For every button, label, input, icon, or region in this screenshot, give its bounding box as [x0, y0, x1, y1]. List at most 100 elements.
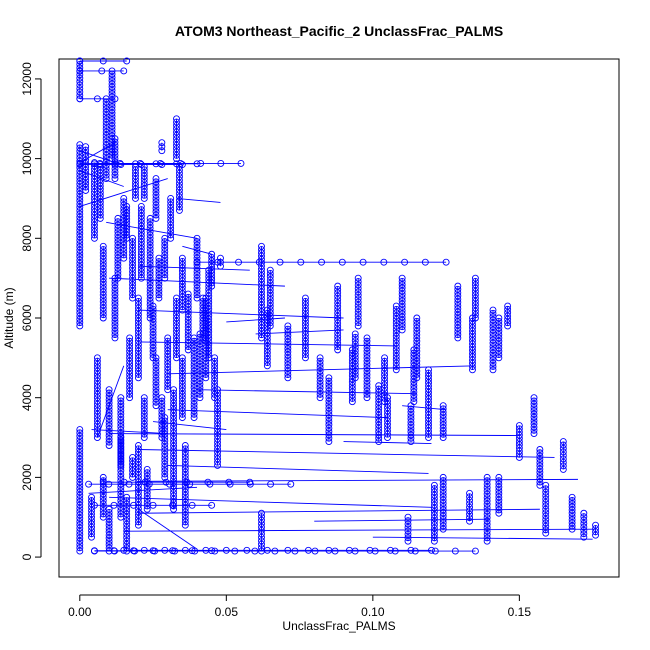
- data-point: [76, 67, 84, 75]
- data-point: [99, 242, 107, 250]
- data-point: [134, 314, 142, 322]
- data-point: [76, 468, 84, 476]
- data-point: [471, 314, 479, 322]
- data-point: [354, 278, 362, 286]
- data-point: [114, 264, 122, 272]
- data-point: [178, 380, 186, 388]
- data-point: [181, 481, 189, 489]
- data-point: [137, 232, 145, 240]
- data-point: [88, 500, 95, 508]
- data-point: [167, 211, 175, 219]
- data-point: [178, 414, 186, 422]
- data-point: [152, 185, 160, 192]
- data-point: [495, 506, 503, 514]
- data-point: [489, 356, 497, 364]
- data-point: [170, 389, 178, 397]
- data-point: [392, 346, 400, 354]
- data-point: [348, 388, 356, 396]
- data-point: [439, 480, 447, 488]
- data-point: [96, 205, 104, 213]
- data-point: [246, 478, 254, 486]
- data-point: [152, 385, 160, 393]
- data-point: [193, 261, 201, 269]
- data-point: [111, 334, 119, 342]
- data-point: [536, 462, 544, 470]
- data-point: [425, 392, 432, 400]
- data-point: [76, 442, 84, 450]
- data-point: [489, 359, 497, 367]
- data-point: [495, 509, 503, 517]
- data-point: [316, 384, 324, 392]
- data-point: [99, 497, 107, 505]
- data-point: [158, 143, 166, 151]
- data-point: [129, 274, 137, 282]
- data-point: [114, 268, 122, 275]
- data-point: [123, 544, 131, 552]
- data-point: [96, 182, 104, 190]
- data-point: [410, 382, 418, 389]
- data-point: [592, 528, 600, 536]
- data-point: [407, 421, 415, 429]
- data-point: [140, 407, 148, 415]
- data-point: [439, 522, 447, 530]
- data-point: [284, 371, 292, 378]
- data-point: [93, 387, 101, 395]
- data-point: [134, 471, 142, 479]
- data-point: [105, 392, 113, 400]
- data-point: [258, 259, 265, 267]
- data-point: [173, 344, 180, 352]
- data-point: [76, 246, 84, 254]
- data-point: [454, 321, 462, 329]
- data-point: [430, 514, 438, 522]
- data-point: [170, 392, 178, 400]
- data-point: [363, 374, 371, 382]
- data-point: [454, 331, 462, 339]
- data-point: [483, 530, 491, 538]
- data-point: [167, 198, 175, 206]
- data-point: [542, 516, 550, 523]
- data-point: [258, 242, 265, 250]
- data-point: [170, 449, 178, 457]
- data-point: [152, 191, 160, 199]
- data-point: [375, 408, 383, 416]
- data-point: [105, 386, 113, 394]
- data-point: [495, 500, 503, 507]
- data-point: [580, 530, 588, 538]
- data-point: [126, 334, 134, 342]
- data-point: [117, 473, 125, 481]
- data-point: [489, 366, 497, 374]
- data-point: [126, 390, 134, 398]
- data-point: [140, 434, 148, 441]
- data-point: [82, 187, 90, 194]
- data-point: [398, 290, 406, 298]
- data-point: [126, 347, 134, 355]
- data-point: [181, 508, 189, 516]
- data-point: [504, 315, 512, 323]
- data-point: [407, 408, 415, 416]
- data-point: [211, 354, 219, 362]
- data-point: [471, 301, 479, 309]
- data-point: [158, 400, 166, 408]
- data-point: [407, 405, 415, 413]
- data-point: [469, 350, 476, 358]
- data-point: [384, 407, 391, 415]
- data-point: [469, 330, 476, 338]
- data-point: [258, 533, 265, 541]
- data-point: [129, 284, 137, 292]
- data-point: [178, 384, 186, 392]
- data-point: [489, 363, 497, 370]
- data-point: [149, 338, 157, 346]
- data-point: [170, 479, 178, 487]
- data-point: [170, 469, 178, 477]
- data-point: [99, 480, 107, 488]
- data-point: [161, 467, 169, 475]
- data-point: [413, 370, 421, 378]
- data-point: [178, 264, 186, 272]
- data-point: [126, 351, 134, 358]
- data-point: [170, 492, 178, 500]
- data-point: [161, 420, 169, 428]
- data-point: [363, 377, 371, 385]
- data-point: [146, 244, 154, 252]
- data-point: [161, 268, 169, 275]
- data-point: [381, 371, 389, 379]
